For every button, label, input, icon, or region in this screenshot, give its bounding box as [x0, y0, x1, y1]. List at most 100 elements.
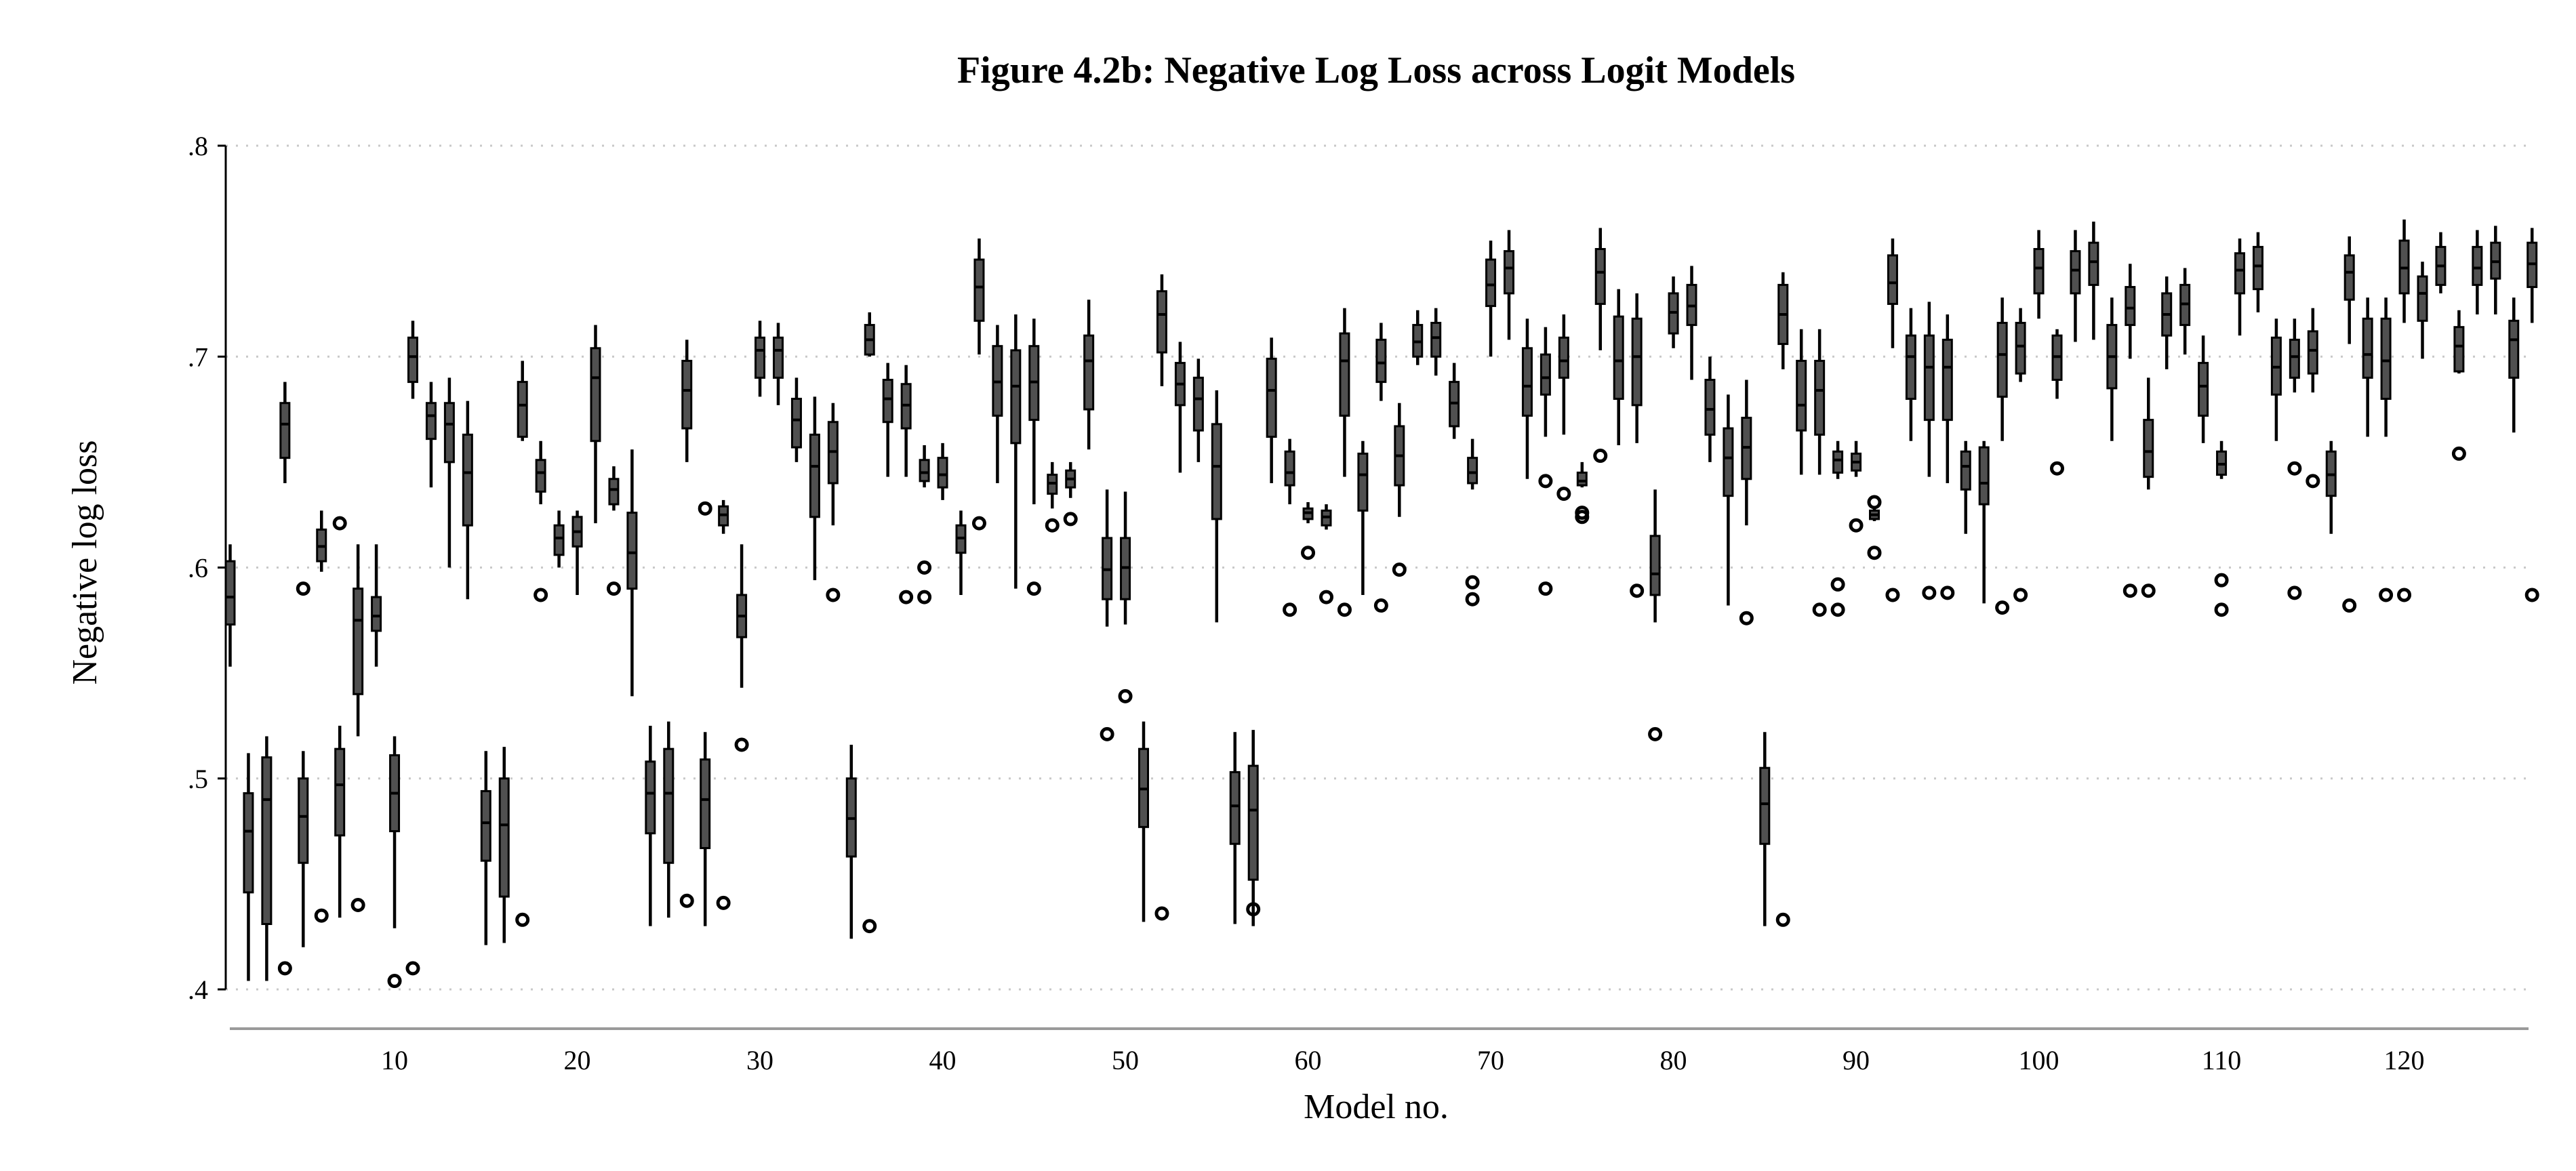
- box-iqr: [2252, 245, 2263, 291]
- box-iqr: [1960, 450, 1971, 491]
- box-iqr: [1649, 535, 1661, 596]
- outlier-point: [2287, 461, 2302, 476]
- box-model-127: [2524, 228, 2539, 602]
- x-tick-label: 50: [1112, 1045, 1139, 1075]
- box-model-73: [1538, 327, 1553, 596]
- outlier-point: [826, 588, 841, 602]
- outlier-point: [1319, 590, 1333, 604]
- box-model-69: [1465, 438, 1480, 607]
- box-iqr: [1941, 338, 1953, 422]
- box-iqr: [535, 459, 546, 493]
- box-model-1: [224, 544, 236, 667]
- outlier-point: [606, 581, 621, 596]
- outlier-point: [1283, 602, 1297, 617]
- x-tick-label: 70: [1477, 1045, 1504, 1075]
- box-model-84: [1739, 379, 1754, 625]
- box-iqr: [590, 347, 601, 443]
- box-iqr: [1083, 334, 1095, 411]
- outlier-point: [2451, 446, 2466, 461]
- x-tick-label: 120: [2384, 1045, 2425, 1075]
- box-iqr: [1558, 336, 1569, 379]
- box-iqr: [754, 336, 766, 379]
- box-model-12: [425, 382, 437, 488]
- box-model-42: [971, 238, 986, 531]
- outlier-point: [899, 590, 914, 604]
- box-iqr: [2033, 248, 2045, 295]
- outlier-point: [1630, 583, 1645, 598]
- outlier-point: [2397, 588, 2412, 602]
- outlier-point: [296, 581, 310, 596]
- box-model-67: [1430, 308, 1442, 376]
- box-model-33: [809, 396, 820, 581]
- box-model-16: [498, 747, 510, 943]
- box-iqr: [2380, 317, 2392, 400]
- y-tick-label: .4: [188, 974, 208, 1005]
- box-model-50: [1118, 491, 1133, 703]
- box-iqr: [371, 596, 382, 632]
- box-iqr: [2417, 275, 2428, 322]
- outlier-point: [2524, 588, 2539, 602]
- box-model-21: [590, 325, 601, 524]
- box-model-123: [2451, 310, 2466, 461]
- box-model-5: [296, 581, 310, 947]
- x-tick-label: 30: [746, 1045, 773, 1075]
- box-iqr: [1375, 338, 1387, 384]
- box-model-59: [1283, 438, 1297, 617]
- outlier-point: [1867, 546, 1882, 560]
- box-iqr: [937, 457, 948, 489]
- box-model-54: [1192, 358, 1204, 462]
- outlier-point: [917, 560, 932, 575]
- box-model-103: [2088, 222, 2099, 340]
- box-iqr: [2234, 252, 2245, 295]
- box-iqr: [1631, 317, 1643, 407]
- box-model-75: [1575, 461, 1590, 525]
- box-model-64: [1373, 323, 1388, 613]
- box-model-6: [314, 510, 329, 923]
- outlier-point: [917, 590, 932, 604]
- outlier-point: [350, 898, 365, 912]
- box-model-70: [1485, 241, 1497, 357]
- box-iqr: [973, 258, 985, 322]
- outlier-point: [1337, 602, 1352, 617]
- box-model-72: [1521, 319, 1533, 479]
- box-model-2: [243, 753, 254, 981]
- x-tick-label: 110: [2202, 1045, 2242, 1075]
- box-iqr: [1211, 423, 1222, 520]
- box-iqr: [1996, 321, 2008, 398]
- outlier-point: [1100, 726, 1114, 741]
- box-iqr: [1247, 764, 1259, 881]
- outlier-point: [1885, 588, 1900, 602]
- outlier-point: [679, 893, 694, 908]
- x-tick-label: 80: [1660, 1045, 1687, 1075]
- box-model-99: [2013, 308, 2028, 602]
- outlier-point: [1392, 562, 1407, 577]
- outlier-point: [1465, 575, 1480, 590]
- outlier-point: [698, 501, 712, 516]
- box-iqr: [1814, 359, 1826, 436]
- box-iqr: [2453, 326, 2465, 373]
- axes: .4 .5 .6 .7 .8 10 20 30 40 50 60 70 80 90 100 110 120: [188, 131, 2529, 1075]
- outlier-point: [1538, 581, 1553, 596]
- box-iqr: [1339, 332, 1350, 417]
- box-model-62: [1337, 308, 1352, 617]
- chart-title: Figure 4.2b: Negative Log Loss across Lo…: [957, 49, 1795, 91]
- box-model-60: [1301, 502, 1316, 560]
- outlier-point: [2287, 586, 2302, 600]
- box-model-126: [2508, 297, 2520, 433]
- box-iqr: [1357, 452, 1369, 512]
- box-model-74: [1556, 314, 1571, 501]
- x-tick-label: 60: [1295, 1045, 1322, 1075]
- box-iqr: [279, 402, 291, 459]
- box-model-102: [2070, 230, 2081, 342]
- box-iqr: [498, 777, 510, 898]
- box-model-29: [734, 544, 749, 752]
- box-iqr: [1192, 376, 1204, 432]
- box-model-82: [1704, 356, 1716, 462]
- outlier-point: [1593, 449, 1608, 464]
- box-model-14: [462, 400, 473, 600]
- box-model-121: [2417, 262, 2428, 359]
- outlier-point: [387, 974, 402, 989]
- box-model-119: [2379, 297, 2394, 602]
- outlier-point: [1849, 518, 1864, 533]
- box-iqr: [1905, 334, 1916, 400]
